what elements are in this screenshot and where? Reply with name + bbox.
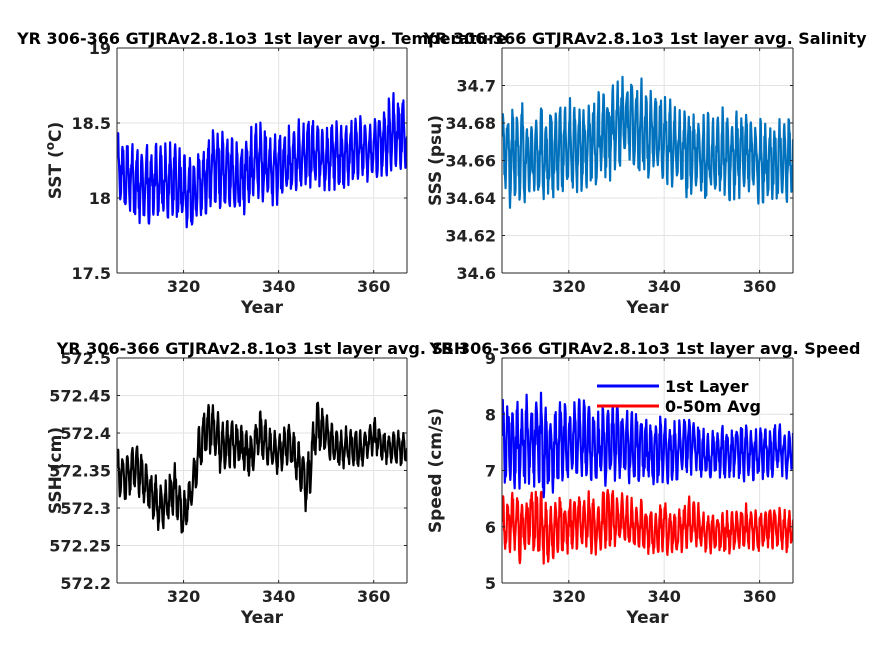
- y-axis-label: SSH (cm): [46, 427, 66, 514]
- y-axis-label: Speed (cm/s): [426, 408, 446, 533]
- y-tick-label: 34.64: [445, 189, 496, 208]
- y-tick-label: 34.62: [445, 227, 496, 246]
- x-tick-label: 320: [167, 587, 200, 606]
- x-tick-label: 340: [262, 587, 295, 606]
- series-line-1st-layer: [502, 391, 793, 499]
- y-tick-label: 572.2: [60, 574, 111, 593]
- y-tick-label: 18: [89, 189, 111, 208]
- y-axis-label: SSS (psu): [426, 115, 446, 206]
- y-tick-label: 34.6: [457, 264, 496, 283]
- panel-2: 320 340 360 34.6 34.62 34.64 34.66 34.68 34.7 Yea…: [426, 47, 794, 318]
- y-tick-label: 5: [485, 574, 496, 593]
- y-tick-label: 572.45: [49, 387, 111, 406]
- chart-title: YR 306-366 GTJRAv2.8.1o3 1st layer avg. …: [429, 339, 861, 358]
- x-tick-label: 360: [743, 587, 776, 606]
- chart-title: YR 306-366 GTJRAv2.8.1o3 1st layer avg. …: [423, 29, 868, 48]
- panel-4: 320 340 360 5 6 7 8 9 Year Speed (cm/s) 1st Layer0…: [426, 349, 794, 628]
- y-tick-label: 572.35: [49, 462, 111, 481]
- y-tick-label: 572.5: [60, 349, 111, 368]
- y-tick-label: 572.3: [60, 499, 111, 518]
- y-tick-label: 7: [485, 462, 496, 481]
- x-axis-label: Year: [240, 608, 284, 628]
- y-tick-label: 34.68: [445, 114, 496, 133]
- y-tick-label: 17.5: [72, 264, 111, 283]
- legend-label: 0-50m Avg: [665, 397, 761, 416]
- y-axis-label: SST (oC): [43, 122, 66, 200]
- y-tick-label: 34.7: [457, 77, 496, 96]
- series-line-0-50m-avg: [502, 488, 793, 565]
- chart-title: YR 306-366 GTJRAv2.8.1o3 1st layer avg. …: [16, 29, 507, 48]
- series-line-1: [502, 75, 793, 209]
- panel-3: 320 340 360 572.2 572.25 572.3 572.35 572.4 572.…: [46, 349, 408, 628]
- x-tick-label: 360: [357, 587, 390, 606]
- x-tick-label: 360: [357, 277, 390, 296]
- x-axis-label: Year: [240, 298, 284, 318]
- series-line-1: [117, 91, 407, 229]
- y-tick-label: 9: [485, 349, 496, 368]
- x-axis-label: Year: [625, 298, 669, 318]
- y-tick-label: 572.4: [60, 424, 111, 443]
- chart-title: YR 306-366 GTJRAv2.8.1o3 1st layer avg. …: [56, 339, 467, 358]
- y-tick-label: 19: [89, 39, 111, 58]
- y-tick-label: 8: [485, 405, 496, 424]
- panel-1: 320 340 360 17.5 18 18.5 19 Year SST (oC): [43, 39, 408, 318]
- series-line-1: [117, 401, 407, 534]
- y-tick-label: 34.66: [445, 152, 496, 171]
- x-axis-label: Year: [625, 608, 669, 628]
- x-tick-label: 340: [647, 587, 680, 606]
- x-tick-label: 360: [743, 277, 776, 296]
- x-tick-label: 320: [167, 277, 200, 296]
- legend-label: 1st Layer: [665, 377, 749, 396]
- y-tick-label: 572.25: [49, 537, 111, 556]
- x-tick-label: 320: [552, 587, 585, 606]
- y-tick-label: 6: [485, 518, 496, 537]
- y-tick-label: 18.5: [72, 114, 111, 133]
- x-tick-label: 340: [262, 277, 295, 296]
- x-tick-label: 340: [647, 277, 680, 296]
- x-tick-label: 320: [552, 277, 585, 296]
